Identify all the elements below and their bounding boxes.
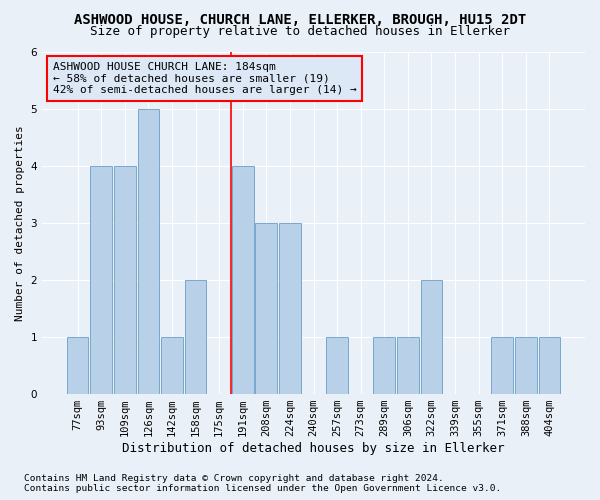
- Bar: [491, 337, 513, 394]
- Bar: [539, 337, 560, 394]
- Text: Size of property relative to detached houses in Ellerker: Size of property relative to detached ho…: [90, 25, 510, 38]
- Bar: [256, 223, 277, 394]
- Bar: [67, 337, 88, 394]
- X-axis label: Distribution of detached houses by size in Ellerker: Distribution of detached houses by size …: [122, 442, 505, 455]
- Bar: [279, 223, 301, 394]
- Bar: [373, 337, 395, 394]
- Bar: [185, 280, 206, 394]
- Bar: [114, 166, 136, 394]
- Bar: [421, 280, 442, 394]
- Bar: [137, 108, 159, 394]
- Y-axis label: Number of detached properties: Number of detached properties: [15, 125, 25, 320]
- Text: ASHWOOD HOUSE, CHURCH LANE, ELLERKER, BROUGH, HU15 2DT: ASHWOOD HOUSE, CHURCH LANE, ELLERKER, BR…: [74, 12, 526, 26]
- Bar: [91, 166, 112, 394]
- Text: ASHWOOD HOUSE CHURCH LANE: 184sqm
← 58% of detached houses are smaller (19)
42% : ASHWOOD HOUSE CHURCH LANE: 184sqm ← 58% …: [53, 62, 356, 95]
- Bar: [515, 337, 537, 394]
- Bar: [161, 337, 183, 394]
- Bar: [232, 166, 254, 394]
- Bar: [326, 337, 348, 394]
- Text: Contains HM Land Registry data © Crown copyright and database right 2024.: Contains HM Land Registry data © Crown c…: [24, 474, 444, 483]
- Bar: [397, 337, 419, 394]
- Text: Contains public sector information licensed under the Open Government Licence v3: Contains public sector information licen…: [24, 484, 501, 493]
